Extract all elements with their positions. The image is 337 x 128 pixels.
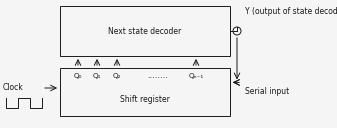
Text: Shift register: Shift register <box>120 95 170 104</box>
Text: ........: ........ <box>148 72 168 81</box>
Text: Clock: Clock <box>3 83 24 93</box>
Bar <box>60 6 230 56</box>
Bar <box>60 68 230 116</box>
Text: Q₂: Q₂ <box>113 73 121 79</box>
Text: Q₀: Q₀ <box>74 73 82 79</box>
Text: Next state decoder: Next state decoder <box>109 26 182 35</box>
Text: Serial input: Serial input <box>245 88 289 97</box>
Text: Y (output of state decoder): Y (output of state decoder) <box>245 8 337 17</box>
Text: Qₙ₋₁: Qₙ₋₁ <box>188 73 204 79</box>
Text: Q₁: Q₁ <box>93 73 101 79</box>
